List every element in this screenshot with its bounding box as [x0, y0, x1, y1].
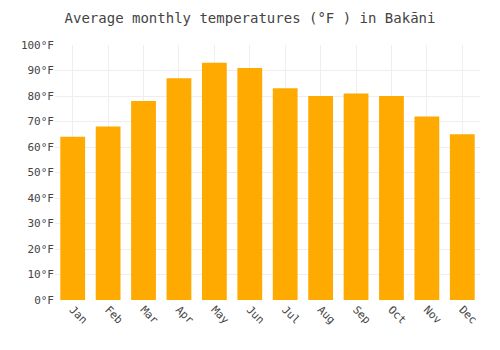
svg-text:70°F: 70°F [28, 115, 55, 128]
svg-text:20°F: 20°F [28, 243, 55, 256]
svg-text:Nov: Nov [421, 303, 445, 327]
svg-text:40°F: 40°F [28, 192, 55, 205]
svg-text:60°F: 60°F [28, 141, 55, 154]
svg-text:Feb: Feb [102, 303, 125, 326]
svg-text:Apr: Apr [173, 303, 197, 327]
svg-text:30°F: 30°F [28, 217, 55, 230]
svg-text:Jan: Jan [67, 303, 90, 326]
svg-text:100°F: 100°F [21, 39, 54, 52]
svg-text:May: May [208, 303, 232, 327]
svg-text:Aug: Aug [315, 303, 338, 326]
svg-text:10°F: 10°F [28, 268, 55, 281]
svg-text:50°F: 50°F [28, 166, 55, 179]
svg-text:Sep: Sep [350, 303, 373, 326]
svg-text:Oct: Oct [385, 303, 408, 326]
svg-text:80°F: 80°F [28, 90, 55, 103]
svg-text:Dec: Dec [456, 303, 479, 326]
svg-text:Jul: Jul [279, 303, 302, 326]
svg-text:0°F: 0°F [34, 294, 54, 307]
svg-text:90°F: 90°F [28, 64, 55, 77]
svg-text:Average monthly temperatures (: Average monthly temperatures (°F ) in Ba… [65, 10, 436, 26]
svg-text:Mar: Mar [138, 303, 162, 327]
svg-text:Jun: Jun [244, 303, 267, 326]
